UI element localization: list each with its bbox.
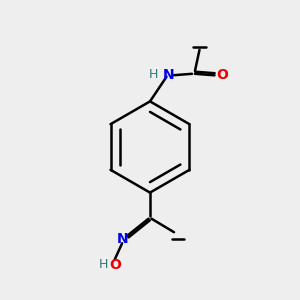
Text: H: H — [99, 258, 108, 272]
Text: N: N — [163, 68, 174, 82]
Text: O: O — [216, 68, 228, 82]
Text: N: N — [116, 232, 128, 246]
Text: H: H — [149, 68, 159, 81]
Text: O: O — [109, 258, 121, 272]
